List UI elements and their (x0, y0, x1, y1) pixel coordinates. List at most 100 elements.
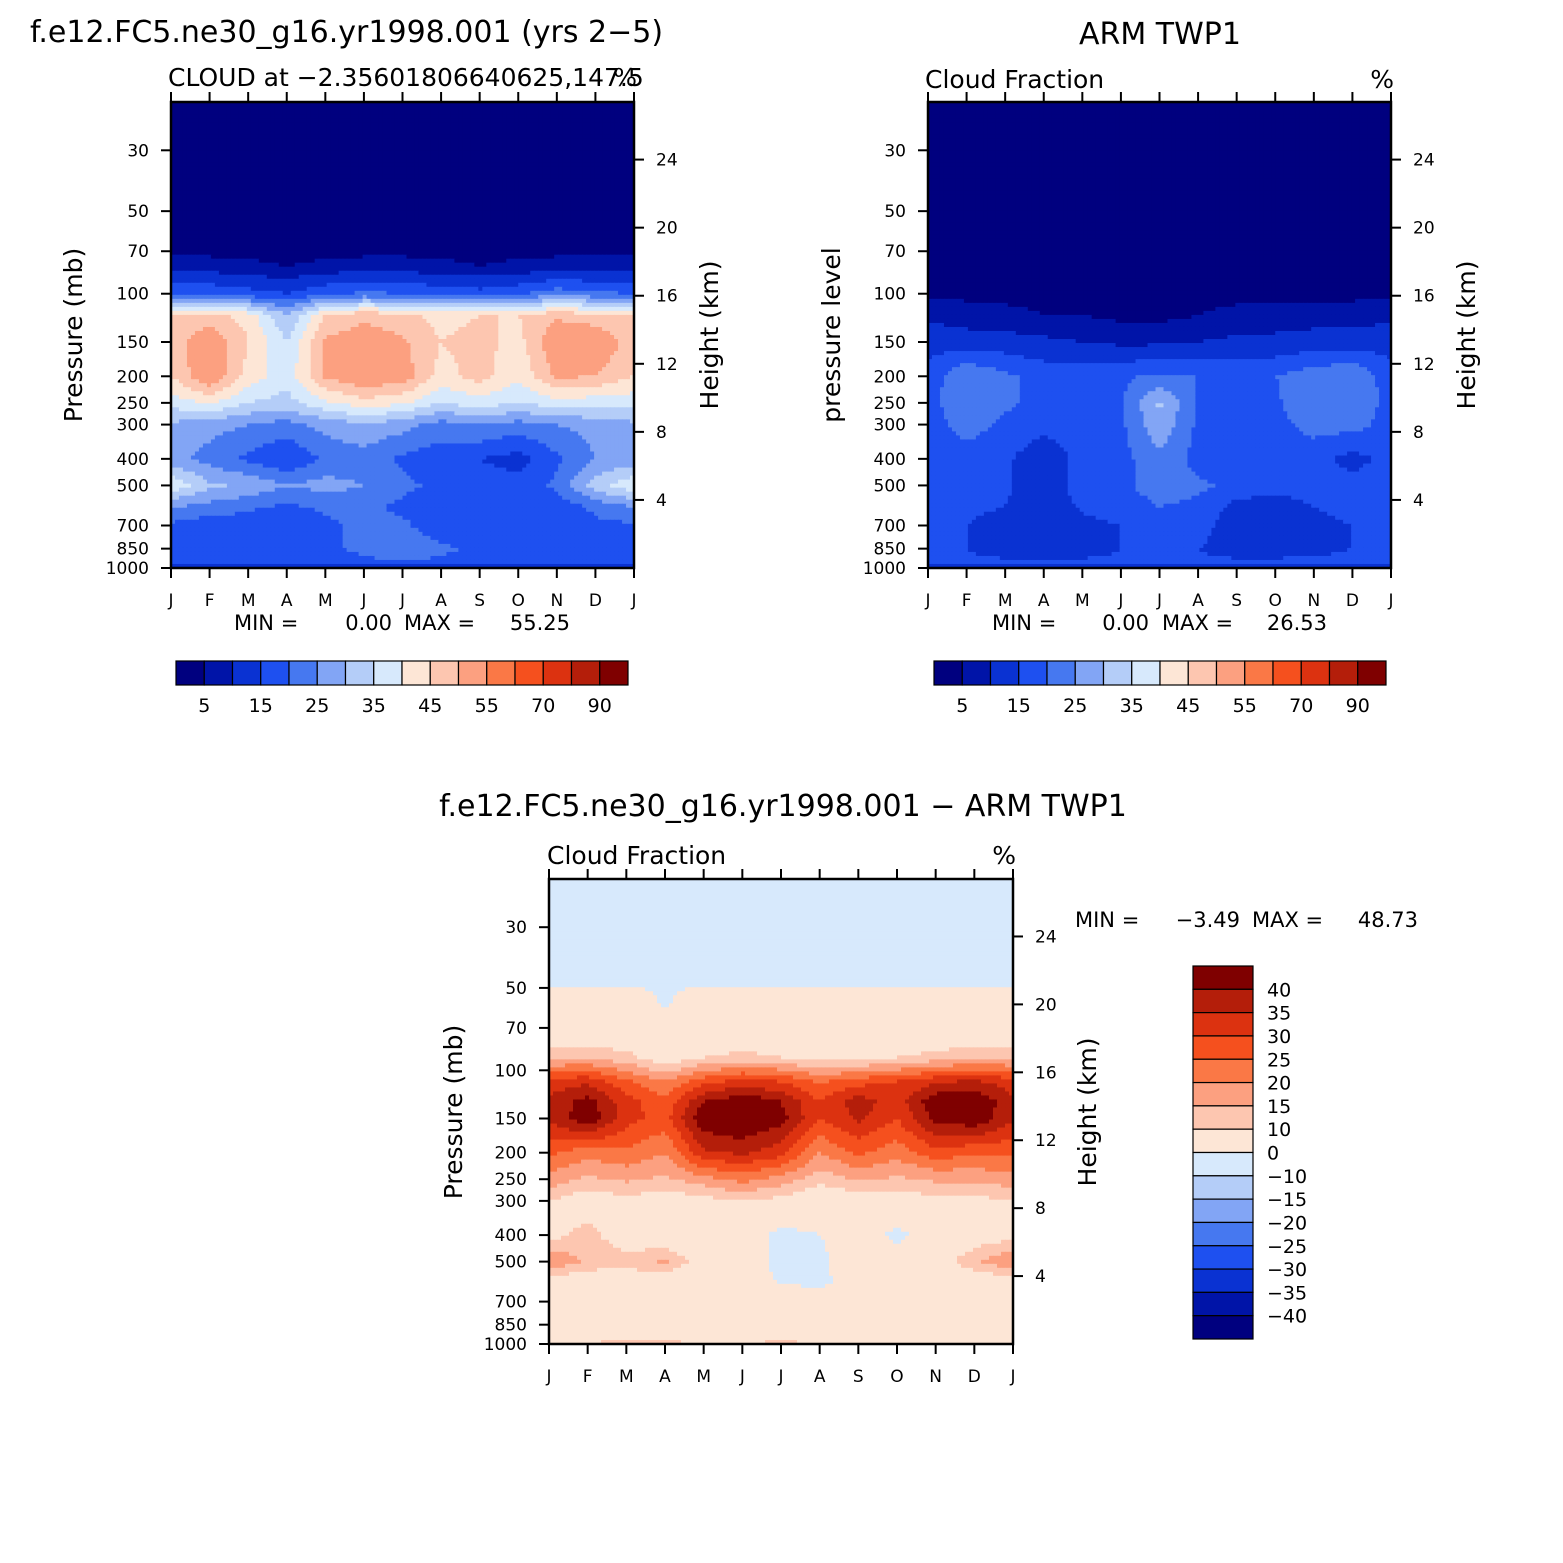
field-cell (470, 186, 475, 191)
field-cell (534, 134, 539, 139)
field-cell (498, 122, 503, 127)
field-cell (386, 234, 392, 240)
field-cell (586, 154, 591, 159)
field-cell (326, 134, 332, 139)
field-cell (482, 114, 487, 119)
field-cell (546, 114, 551, 119)
field-cell (366, 162, 372, 167)
field-cell (302, 126, 308, 131)
field-cell (426, 170, 432, 175)
field-cell (290, 262, 296, 268)
field-cell (294, 126, 300, 131)
field-cell (358, 126, 364, 131)
field-cell (342, 234, 348, 240)
field-cell (578, 222, 583, 228)
field-cell (618, 106, 623, 111)
field-cell (470, 134, 475, 139)
field-cell (270, 118, 276, 123)
field-cell (406, 250, 412, 256)
field-cell (370, 162, 376, 167)
field-cell (410, 178, 416, 183)
field-cell (446, 210, 451, 216)
field-cell (298, 146, 304, 151)
field-cell (550, 214, 555, 220)
field-cell (402, 234, 408, 240)
field-cell (486, 186, 491, 191)
field-cell (402, 202, 408, 208)
field-cell (554, 150, 559, 155)
field-cell (562, 198, 567, 204)
field-cell (346, 230, 352, 236)
field-cell (622, 222, 627, 228)
field-cell (482, 166, 487, 171)
field-cell (322, 182, 328, 187)
field-cell (182, 202, 188, 208)
field-cell (270, 158, 276, 163)
field-cell (274, 106, 280, 111)
field-cell (402, 250, 408, 256)
field-cell (506, 222, 511, 228)
field-cell (390, 178, 396, 183)
field-cell (258, 106, 264, 111)
field-cell (558, 110, 563, 115)
field-cell (286, 214, 292, 220)
field-cell (622, 126, 627, 131)
field-cell (186, 214, 192, 220)
field-cell (426, 246, 432, 252)
field-cell (274, 174, 280, 179)
field-cell (486, 154, 491, 159)
field-cell (202, 222, 208, 228)
field-cell (626, 258, 631, 264)
field-cell (578, 242, 583, 248)
field-cell (490, 178, 495, 183)
field-cell (370, 270, 376, 276)
field-cell (610, 230, 615, 236)
field-cell (498, 242, 503, 248)
field-cell (526, 250, 531, 256)
field-cell (598, 130, 603, 135)
field-cell (378, 222, 384, 228)
field-cell (198, 202, 204, 208)
field-cell (242, 134, 248, 139)
field-cell (366, 218, 372, 224)
field-cell (194, 206, 200, 212)
field-cell (510, 266, 515, 272)
field-cell (526, 190, 531, 195)
field-cell (482, 178, 487, 183)
field-cell (382, 254, 388, 260)
field-cell (426, 230, 432, 236)
field-cell (362, 246, 368, 252)
field-cell (374, 170, 380, 175)
field-cell (462, 138, 467, 143)
field-cell (314, 174, 320, 179)
field-cell (322, 210, 328, 216)
field-cell (378, 122, 384, 127)
field-cell (294, 270, 300, 276)
field-cell (578, 186, 583, 191)
field-cell (522, 194, 527, 200)
field-cell (550, 110, 555, 115)
field-cell (390, 246, 396, 252)
field-cell (542, 138, 547, 143)
field-cell (294, 194, 300, 200)
field-cell (190, 170, 196, 175)
field-cell (618, 186, 623, 191)
field-cell (610, 182, 615, 187)
field-cell (314, 234, 320, 240)
field-cell (298, 254, 304, 260)
field-cell (466, 102, 471, 107)
field-cell (538, 158, 543, 163)
field-cell (354, 126, 360, 131)
field-cell (254, 214, 260, 220)
field-cell (270, 194, 276, 200)
field-cell (450, 246, 455, 252)
field-cell (342, 174, 348, 179)
field-cell (414, 258, 420, 264)
field-cell (178, 218, 184, 224)
field-cell (594, 254, 599, 260)
field-cell (318, 186, 324, 191)
field-cell (406, 138, 412, 143)
field-cell (366, 234, 372, 240)
field-cell (270, 238, 276, 244)
field-cell (630, 134, 634, 139)
